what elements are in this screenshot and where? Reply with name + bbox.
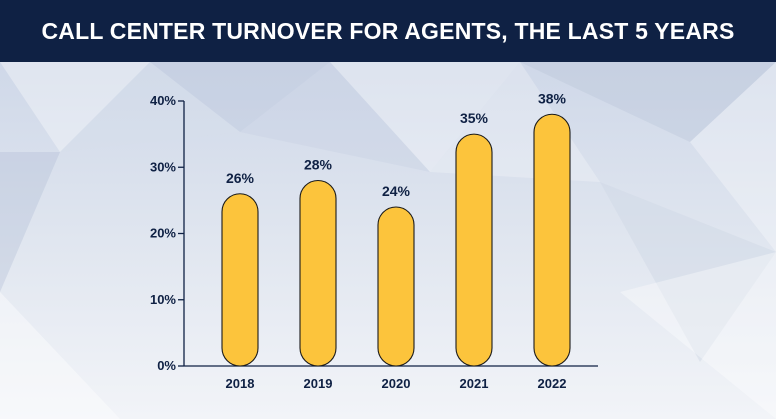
background-facet (60, 62, 240, 152)
y-tick-label: 10% (150, 292, 176, 307)
bar-value-label: 35% (460, 110, 489, 126)
bar-value-label: 26% (226, 170, 255, 186)
bar (533, 113, 571, 367)
y-tick-label: 40% (150, 93, 176, 108)
axes: 0% 10% 20% 30% 40% (150, 93, 598, 373)
background-facet (0, 292, 120, 419)
labels: 26% 2018 28% 2019 24% 2020 35% 2021 38% 2022 (226, 90, 567, 391)
bar-value-label: 28% (304, 157, 333, 173)
page-title: CALL CENTER TURNOVER FOR AGENTS, THE LAS… (41, 17, 735, 44)
x-tick-label: 2018 (226, 376, 255, 391)
bar-value-label: 38% (538, 90, 567, 106)
background-facet (240, 62, 430, 172)
bar (377, 206, 415, 367)
x-tick-label: 2021 (460, 376, 489, 391)
x-tick-label: 2019 (304, 376, 333, 391)
bars (221, 113, 571, 367)
x-tick-label: 2022 (538, 376, 567, 391)
bar (221, 193, 259, 367)
background-facet (600, 182, 776, 362)
background-facet (0, 62, 150, 152)
bar (455, 133, 493, 367)
y-tick-label: 0% (157, 358, 176, 373)
bar-value-label: 24% (382, 183, 411, 199)
header-banner: CALL CENTER TURNOVER FOR AGENTS, THE LAS… (0, 0, 776, 62)
background-facet (0, 152, 60, 292)
x-tick-label: 2020 (382, 376, 411, 391)
y-tick-label: 20% (150, 226, 176, 241)
bar (299, 179, 337, 367)
y-tick-label: 30% (150, 159, 176, 174)
background-facet (520, 62, 776, 142)
background-facet (620, 252, 776, 419)
background-facet (150, 62, 330, 132)
background-facet (690, 62, 776, 252)
background-facet (330, 62, 520, 172)
